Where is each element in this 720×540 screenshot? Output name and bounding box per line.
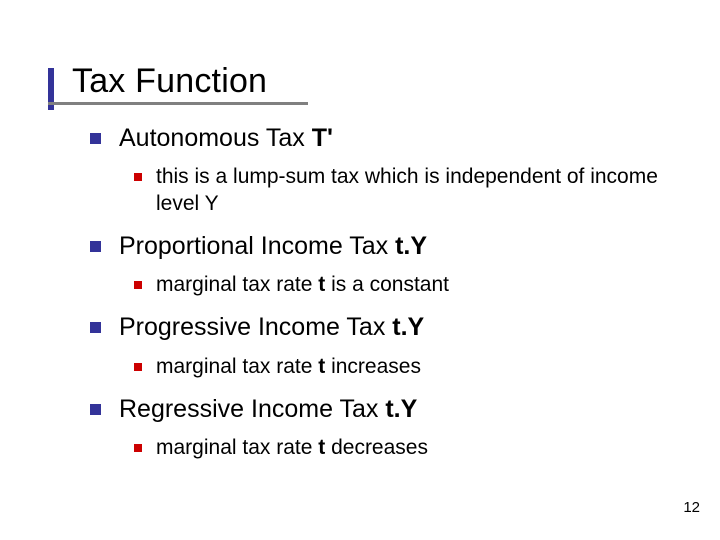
list-item: Proportional Income Tax t.Y	[90, 231, 672, 262]
slide-title: Tax Function	[72, 62, 672, 101]
square-bullet-icon	[134, 281, 142, 289]
slide: Tax Function Autonomous Tax T' this is a …	[0, 0, 720, 540]
sub-item-pre: marginal tax rate	[156, 355, 318, 378]
square-bullet-icon	[90, 133, 101, 144]
sub-item-post: is a constant	[325, 273, 449, 296]
list-item-bold: t.Y	[392, 313, 424, 341]
list-item-text: Regressive Income Tax t.Y	[119, 394, 672, 425]
list-item-text: Autonomous Tax T'	[119, 123, 672, 154]
title-block: Tax Function	[72, 62, 672, 101]
sub-item-pre: marginal tax rate	[156, 273, 318, 296]
square-bullet-icon	[134, 363, 142, 371]
list-item: Regressive Income Tax t.Y	[90, 394, 672, 425]
sub-list-item-text: this is a lump-sum tax which is independ…	[156, 164, 672, 217]
sub-item-post: increases	[325, 355, 421, 378]
sub-list-item-text: marginal tax rate t decreases	[156, 435, 672, 461]
sub-list-item-text: marginal tax rate t is a constant	[156, 272, 672, 298]
square-bullet-icon	[90, 322, 101, 333]
list-item-bold: T'	[312, 124, 333, 152]
title-underline	[48, 102, 308, 105]
square-bullet-icon	[90, 404, 101, 415]
list-item-pre: Regressive Income Tax	[119, 395, 385, 423]
list-item-bold: t.Y	[395, 232, 427, 260]
sub-list-item: marginal tax rate t is a constant	[134, 272, 672, 298]
sub-list-item: this is a lump-sum tax which is independ…	[134, 164, 672, 217]
sub-list-item-text: marginal tax rate t increases	[156, 354, 672, 380]
square-bullet-icon	[134, 444, 142, 452]
list-item-text: Proportional Income Tax t.Y	[119, 231, 672, 262]
list-item: Autonomous Tax T'	[90, 123, 672, 154]
list-item-pre: Autonomous Tax	[119, 124, 312, 152]
sub-item-pre: this is a lump-sum tax which is independ…	[156, 165, 658, 214]
list-item-pre: Progressive Income Tax	[119, 313, 392, 341]
square-bullet-icon	[90, 241, 101, 252]
content-list: Autonomous Tax T' this is a lump-sum tax …	[72, 123, 672, 461]
page-number: 12	[683, 499, 700, 516]
square-bullet-icon	[134, 173, 142, 181]
list-item-pre: Proportional Income Tax	[119, 232, 395, 260]
sub-list-item: marginal tax rate t increases	[134, 354, 672, 380]
sub-item-pre: marginal tax rate	[156, 436, 318, 459]
sub-list-item: marginal tax rate t decreases	[134, 435, 672, 461]
list-item: Progressive Income Tax t.Y	[90, 312, 672, 343]
list-item-bold: t.Y	[385, 395, 417, 423]
list-item-text: Progressive Income Tax t.Y	[119, 312, 672, 343]
sub-item-post: decreases	[325, 436, 428, 459]
